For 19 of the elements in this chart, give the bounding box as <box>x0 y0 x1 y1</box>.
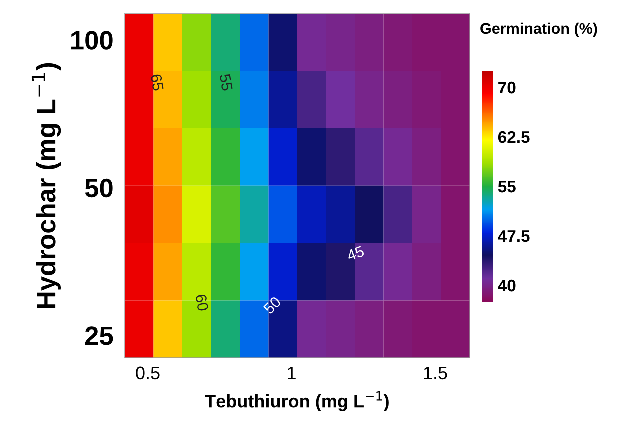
color-bar-label: 47.5 <box>498 230 530 242</box>
color-bar-label: 62.5 <box>498 131 530 144</box>
y-tick-label: 100 <box>72 31 113 50</box>
color-bar-title: Germination (%) <box>480 22 598 38</box>
x-tick-label: 1 <box>288 366 296 380</box>
x-axis-title: Tebuthiuron (mg L$^{−1}$) <box>205 392 389 412</box>
y-axis-title: Hydrochar (mg L$^{−1}$) <box>32 63 62 308</box>
x-tick-label: 1.5 <box>424 366 448 380</box>
color-bar-label: 40 <box>498 280 516 292</box>
color-bar-label: 70 <box>498 82 516 94</box>
annotation: 65 <box>150 74 164 92</box>
annotation: 50 <box>263 296 282 315</box>
annotation: 60 <box>196 294 209 312</box>
annotation: 55 <box>220 74 233 92</box>
color-bar-label: 55 <box>498 181 516 193</box>
y-tick-label: 50 <box>85 178 113 198</box>
x-tick-label: 0.5 <box>136 366 160 380</box>
annotation: 45 <box>346 246 365 262</box>
y-tick-label: 25 <box>85 326 114 346</box>
